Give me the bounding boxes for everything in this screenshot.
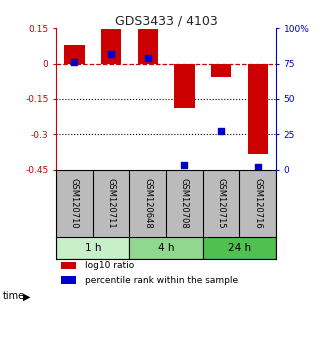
- Point: [182, 162, 187, 168]
- Point: [72, 59, 77, 65]
- Text: GSM120708: GSM120708: [180, 178, 189, 228]
- Text: 4 h: 4 h: [158, 243, 174, 253]
- Title: GDS3433 / 4103: GDS3433 / 4103: [115, 14, 218, 27]
- Bar: [129, 236, 203, 259]
- Text: GSM120716: GSM120716: [253, 178, 262, 228]
- Bar: [61, 276, 76, 284]
- Bar: [101, 29, 121, 64]
- Bar: [248, 64, 268, 154]
- Bar: [203, 236, 276, 259]
- Text: ▶: ▶: [23, 291, 30, 301]
- Point: [255, 164, 260, 170]
- Text: GSM120710: GSM120710: [70, 178, 79, 228]
- Text: GSM120715: GSM120715: [217, 178, 226, 228]
- Point: [219, 129, 224, 134]
- Text: time: time: [3, 291, 25, 301]
- Bar: [138, 29, 158, 64]
- Text: percentile rank within the sample: percentile rank within the sample: [85, 275, 238, 285]
- Text: GSM120711: GSM120711: [107, 178, 116, 228]
- Bar: [56, 236, 129, 259]
- Text: 24 h: 24 h: [228, 243, 251, 253]
- Text: GSM120648: GSM120648: [143, 178, 152, 228]
- Point: [108, 51, 114, 57]
- Text: 1 h: 1 h: [84, 243, 101, 253]
- Bar: [174, 64, 195, 108]
- Bar: [61, 262, 76, 269]
- Bar: [65, 45, 84, 64]
- Text: log10 ratio: log10 ratio: [85, 261, 134, 270]
- Point: [145, 55, 150, 61]
- Bar: [211, 64, 231, 76]
